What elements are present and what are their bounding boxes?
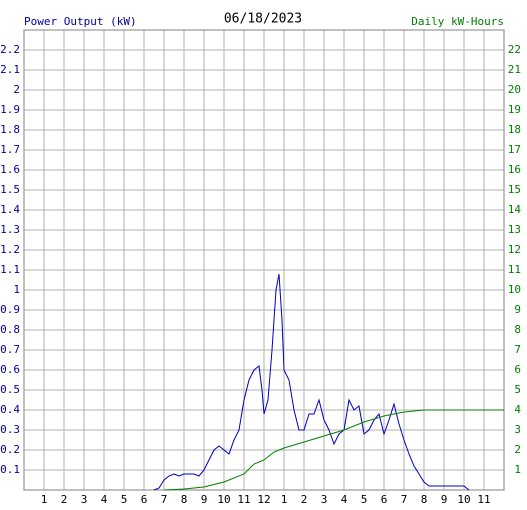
y-tick-label: 0.9 [0,303,20,316]
y2-tick-label: 8 [514,323,521,336]
y2-tick-label: 5 [514,383,521,396]
y-tick-label: 1.8 [0,123,20,136]
plot-border [23,29,505,491]
y-tick-label: 0.8 [0,323,20,336]
y-tick-label: 1 [13,283,20,296]
y-axis-label: Power Output (kW) [24,15,137,28]
x-tick-label: 4 [101,493,108,506]
x-tick-label: 5 [121,493,128,506]
x-tick-label: 7 [401,493,408,506]
x-tick-label: 1 [41,493,48,506]
x-tick-label: 10 [217,493,230,506]
y2-tick-label: 12 [508,243,521,256]
y2-tick-label: 19 [508,103,521,116]
x-tick-label: 9 [201,493,208,506]
x-tick-label: 7 [161,493,168,506]
y2-tick-label: 13 [508,223,521,236]
y2-tick-label: 15 [508,183,521,196]
y2-tick-label: 3 [514,423,521,436]
y2-tick-label: 10 [508,283,521,296]
x-tick-label: 1 [281,493,288,506]
y2-tick-label: 2 [514,443,521,456]
y2-tick-label: 17 [508,143,521,156]
y2-tick-label: 20 [508,83,521,96]
y2-tick-label: 11 [508,263,521,276]
y-tick-label: 1.9 [0,103,20,116]
x-tick-label: 2 [61,493,68,506]
y-tick-label: 1.7 [0,143,20,156]
y-tick-label: 0.5 [0,383,20,396]
y-tick-label: 1.6 [0,163,20,176]
y-tick-label: 2.1 [0,63,20,76]
y-tick-label: 0.6 [0,363,20,376]
x-tick-label: 11 [477,493,490,506]
y2-tick-label: 18 [508,123,521,136]
y2-tick-label: 14 [508,203,522,216]
x-tick-label: 3 [321,493,328,506]
x-tick-label: 4 [341,493,348,506]
x-tick-label: 2 [301,493,308,506]
x-tick-label: 11 [237,493,250,506]
y-tick-label: 2.2 [0,43,20,56]
x-tick-label: 6 [381,493,388,506]
y-tick-label: 0.7 [0,343,20,356]
y-tick-label: 1.2 [0,243,20,256]
x-tick-label: 3 [81,493,88,506]
x-tick-label: 6 [141,493,148,506]
y-tick-label: 1.5 [0,183,20,196]
y-tick-label: 1.3 [0,223,20,236]
y2-axis-label: Daily kW-Hours [411,15,504,28]
data-line [163,409,504,491]
y2-tick-label: 1 [514,463,521,476]
x-tick-label: 10 [457,493,470,506]
y-tick-label: 2 [13,83,20,96]
y2-tick-label: 4 [514,403,521,416]
y2-tick-label: 21 [508,63,521,76]
y-tick-label: 1.4 [0,203,20,216]
x-tick-label: 9 [441,493,448,506]
y-tick-label: 0.3 [0,423,20,436]
x-tick-label: 12 [257,493,270,506]
chart-title: 06/18/2023 [224,12,302,27]
x-tick-label: 8 [181,493,188,506]
x-tick-label: 5 [361,493,368,506]
y2-tick-label: 7 [514,343,521,356]
y2-tick-label: 16 [508,163,521,176]
y-tick-label: 1.1 [0,263,20,276]
y2-tick-label: 6 [514,363,521,376]
y2-tick-label: 9 [514,303,521,316]
x-tick-label: 8 [421,493,428,506]
data-line [153,273,470,491]
y-tick-label: 0.2 [0,443,20,456]
y-tick-label: 0.1 [0,463,20,476]
y2-tick-label: 22 [508,43,521,56]
y-tick-label: 0.4 [0,403,20,416]
